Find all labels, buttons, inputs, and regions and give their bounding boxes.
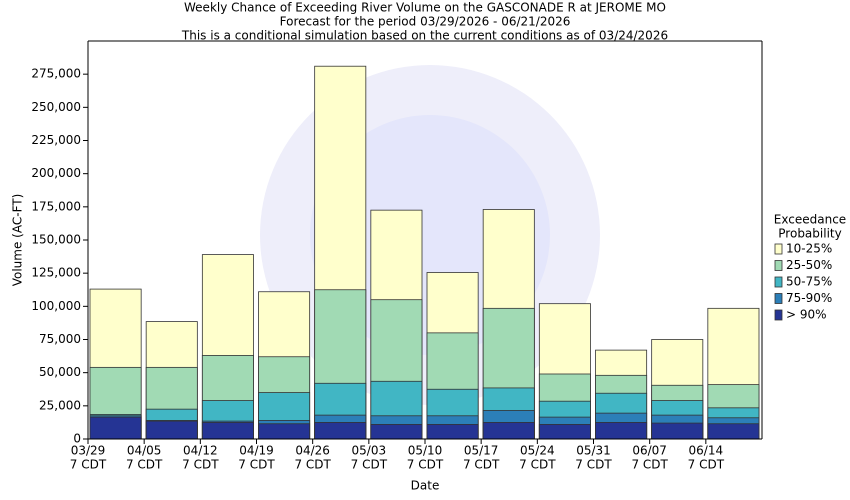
bar <box>145 420 198 440</box>
y-tick-label: 175,000 <box>31 199 81 213</box>
x-tick-sublabel: 7 CDT <box>294 458 331 472</box>
bar <box>314 422 367 440</box>
legend-swatch <box>774 293 783 304</box>
bar <box>651 422 704 440</box>
legend-label: 10-25% <box>786 242 832 256</box>
x-tick-sublabel: 7 CDT <box>351 458 388 472</box>
legend-title: Probability <box>778 227 841 241</box>
y-tick-label: 125,000 <box>31 266 81 280</box>
y-tick-label: 25,000 <box>39 398 81 412</box>
y-axis-label: Volume (AC-FT) <box>11 194 25 287</box>
y-tick-label: 275,000 <box>31 67 81 81</box>
bar <box>538 424 591 440</box>
x-tick-label: 05/03 <box>352 444 387 458</box>
x-tick-label: 03/29 <box>71 444 106 458</box>
x-tick-sublabel: 7 CDT <box>407 458 444 472</box>
x-tick-sublabel: 7 CDT <box>238 458 275 472</box>
bar <box>89 416 142 440</box>
x-tick-sublabel: 7 CDT <box>575 458 612 472</box>
x-tick-label: 05/10 <box>408 444 443 458</box>
y-tick-label: 250,000 <box>31 100 81 114</box>
bar <box>201 422 254 440</box>
y-tick-label: 50,000 <box>39 365 81 379</box>
bar <box>370 424 423 440</box>
legend-label: > 90% <box>786 308 827 322</box>
x-tick-sublabel: 7 CDT <box>70 458 107 472</box>
legend-label: 50-75% <box>786 275 832 289</box>
x-tick-label: 04/26 <box>295 444 330 458</box>
y-tick-label: 200,000 <box>31 166 81 180</box>
x-tick-label: 05/17 <box>464 444 499 458</box>
bar <box>258 423 311 440</box>
x-tick-sublabel: 7 CDT <box>126 458 163 472</box>
x-tick-label: 05/31 <box>576 444 611 458</box>
legend-label: 75-90% <box>786 291 832 305</box>
x-axis-label: Date <box>411 479 440 493</box>
bar <box>595 422 648 440</box>
y-tick-label: 0 <box>73 432 81 446</box>
legend-title: Exceedance <box>774 213 846 227</box>
x-tick-label: 04/19 <box>239 444 274 458</box>
x-tick-sublabel: 7 CDT <box>631 458 668 472</box>
y-tick-label: 100,000 <box>31 299 81 313</box>
x-tick-sublabel: 7 CDT <box>182 458 219 472</box>
chart-title: Forecast for the period 03/29/2026 - 06/… <box>280 15 571 29</box>
chart-title: This is a conditional simulation based o… <box>181 29 668 43</box>
legend-label: 25-50% <box>786 258 832 272</box>
bar <box>707 423 760 440</box>
x-tick-sublabel: 7 CDT <box>463 458 500 472</box>
legend-swatch <box>774 260 783 271</box>
legend-swatch <box>774 309 783 321</box>
x-tick-sublabel: 7 CDT <box>688 458 725 472</box>
y-tick-label: 75,000 <box>39 332 81 346</box>
y-tick-label: 225,000 <box>31 133 81 147</box>
x-tick-sublabel: 7 CDT <box>519 458 556 472</box>
x-tick-label: 04/12 <box>183 444 218 458</box>
y-tick-label: 150,000 <box>31 233 81 247</box>
legend-swatch <box>774 276 783 288</box>
x-tick-label: 06/14 <box>689 444 724 458</box>
chart-title: Weekly Chance of Exceeding River Volume … <box>184 1 666 15</box>
legend-swatch <box>774 243 783 255</box>
bar <box>426 424 479 440</box>
bar <box>482 422 535 440</box>
x-tick-label: 06/07 <box>632 444 667 458</box>
x-tick-label: 04/05 <box>127 444 162 458</box>
x-tick-label: 05/24 <box>520 444 555 458</box>
